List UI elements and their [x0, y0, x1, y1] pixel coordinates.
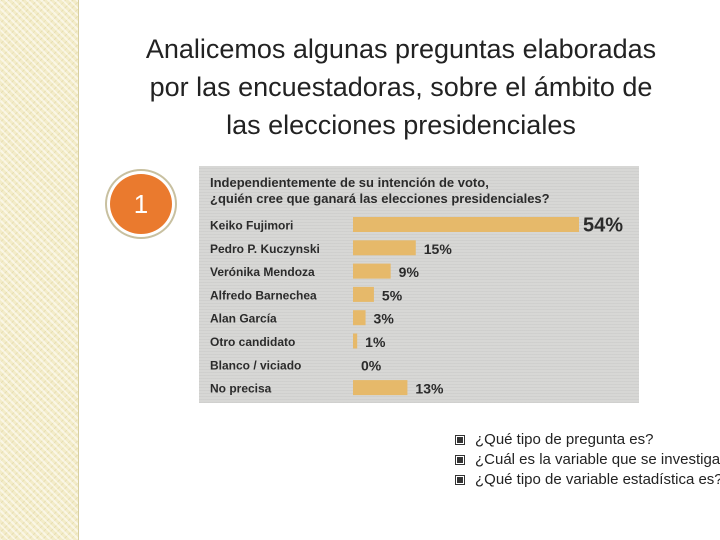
slide-title-line-3: las elecciones presidenciales: [226, 110, 576, 140]
number-badge: 1: [107, 171, 175, 237]
question-item: ¿Qué tipo de pregunta es?: [455, 430, 720, 450]
value-label: 9%: [399, 264, 420, 280]
side-pattern-band: [0, 0, 78, 540]
value-label: 13%: [415, 381, 444, 397]
category-label: Keiko Fujimori: [210, 219, 293, 233]
value-label: 1%: [365, 334, 386, 350]
bar: [353, 240, 416, 256]
category-label: No precisa: [210, 382, 272, 396]
bar: [353, 333, 358, 349]
slide-title-line-1: Analicemos algunas preguntas elaboradas: [145, 34, 657, 64]
side-band-border: [78, 0, 79, 540]
bar: [353, 310, 366, 326]
slide-title: Analicemos algunas preguntas elaboradas …: [92, 30, 710, 144]
bar: [353, 263, 391, 279]
category-label: Verónika Mendoza: [210, 265, 315, 279]
checkbox-bullet-icon: [455, 455, 465, 465]
question-text: ¿Qué tipo de variable estadística es?: [475, 471, 720, 488]
category-label: Pedro P. Kuczynski: [210, 242, 320, 256]
slide-title-line-2: por las encuestadoras, sobre el ámbito d…: [149, 72, 653, 102]
checkbox-bullet-icon: [455, 435, 465, 445]
question-text: ¿Cuál es la variable que se investiga?: [475, 451, 720, 468]
bar-chart: Independientemente de su intención de vo…: [210, 175, 623, 397]
value-label: 5%: [382, 287, 403, 303]
chart-title-line-2: ¿quién cree que ganará las elecciones pr…: [210, 191, 550, 206]
bar: [353, 380, 408, 396]
bar: [353, 217, 579, 232]
category-label: Otro candidato: [210, 335, 295, 349]
category-label: Blanco / viciado: [210, 358, 301, 372]
value-label: 54%: [583, 215, 623, 237]
question-item: ¿Cuál es la variable que se investiga?: [455, 450, 720, 470]
chart-title-line-1: Independientemente de su intención de vo…: [210, 175, 489, 190]
checkbox-bullet-icon: [455, 475, 465, 485]
category-label: Alan García: [210, 312, 277, 326]
question-list: ¿Qué tipo de pregunta es? ¿Cuál es la va…: [455, 430, 720, 490]
value-label: 3%: [374, 311, 395, 327]
question-item: ¿Qué tipo de variable estadística es?: [455, 470, 720, 490]
value-label: 0%: [361, 357, 382, 373]
category-label: Alfredo Barnechea: [210, 288, 317, 302]
bar: [353, 286, 374, 302]
value-label: 15%: [424, 241, 453, 257]
newspaper-chart-clipping: Independientemente de su intención de vo…: [199, 166, 639, 403]
question-text: ¿Qué tipo de pregunta es?: [475, 431, 654, 448]
